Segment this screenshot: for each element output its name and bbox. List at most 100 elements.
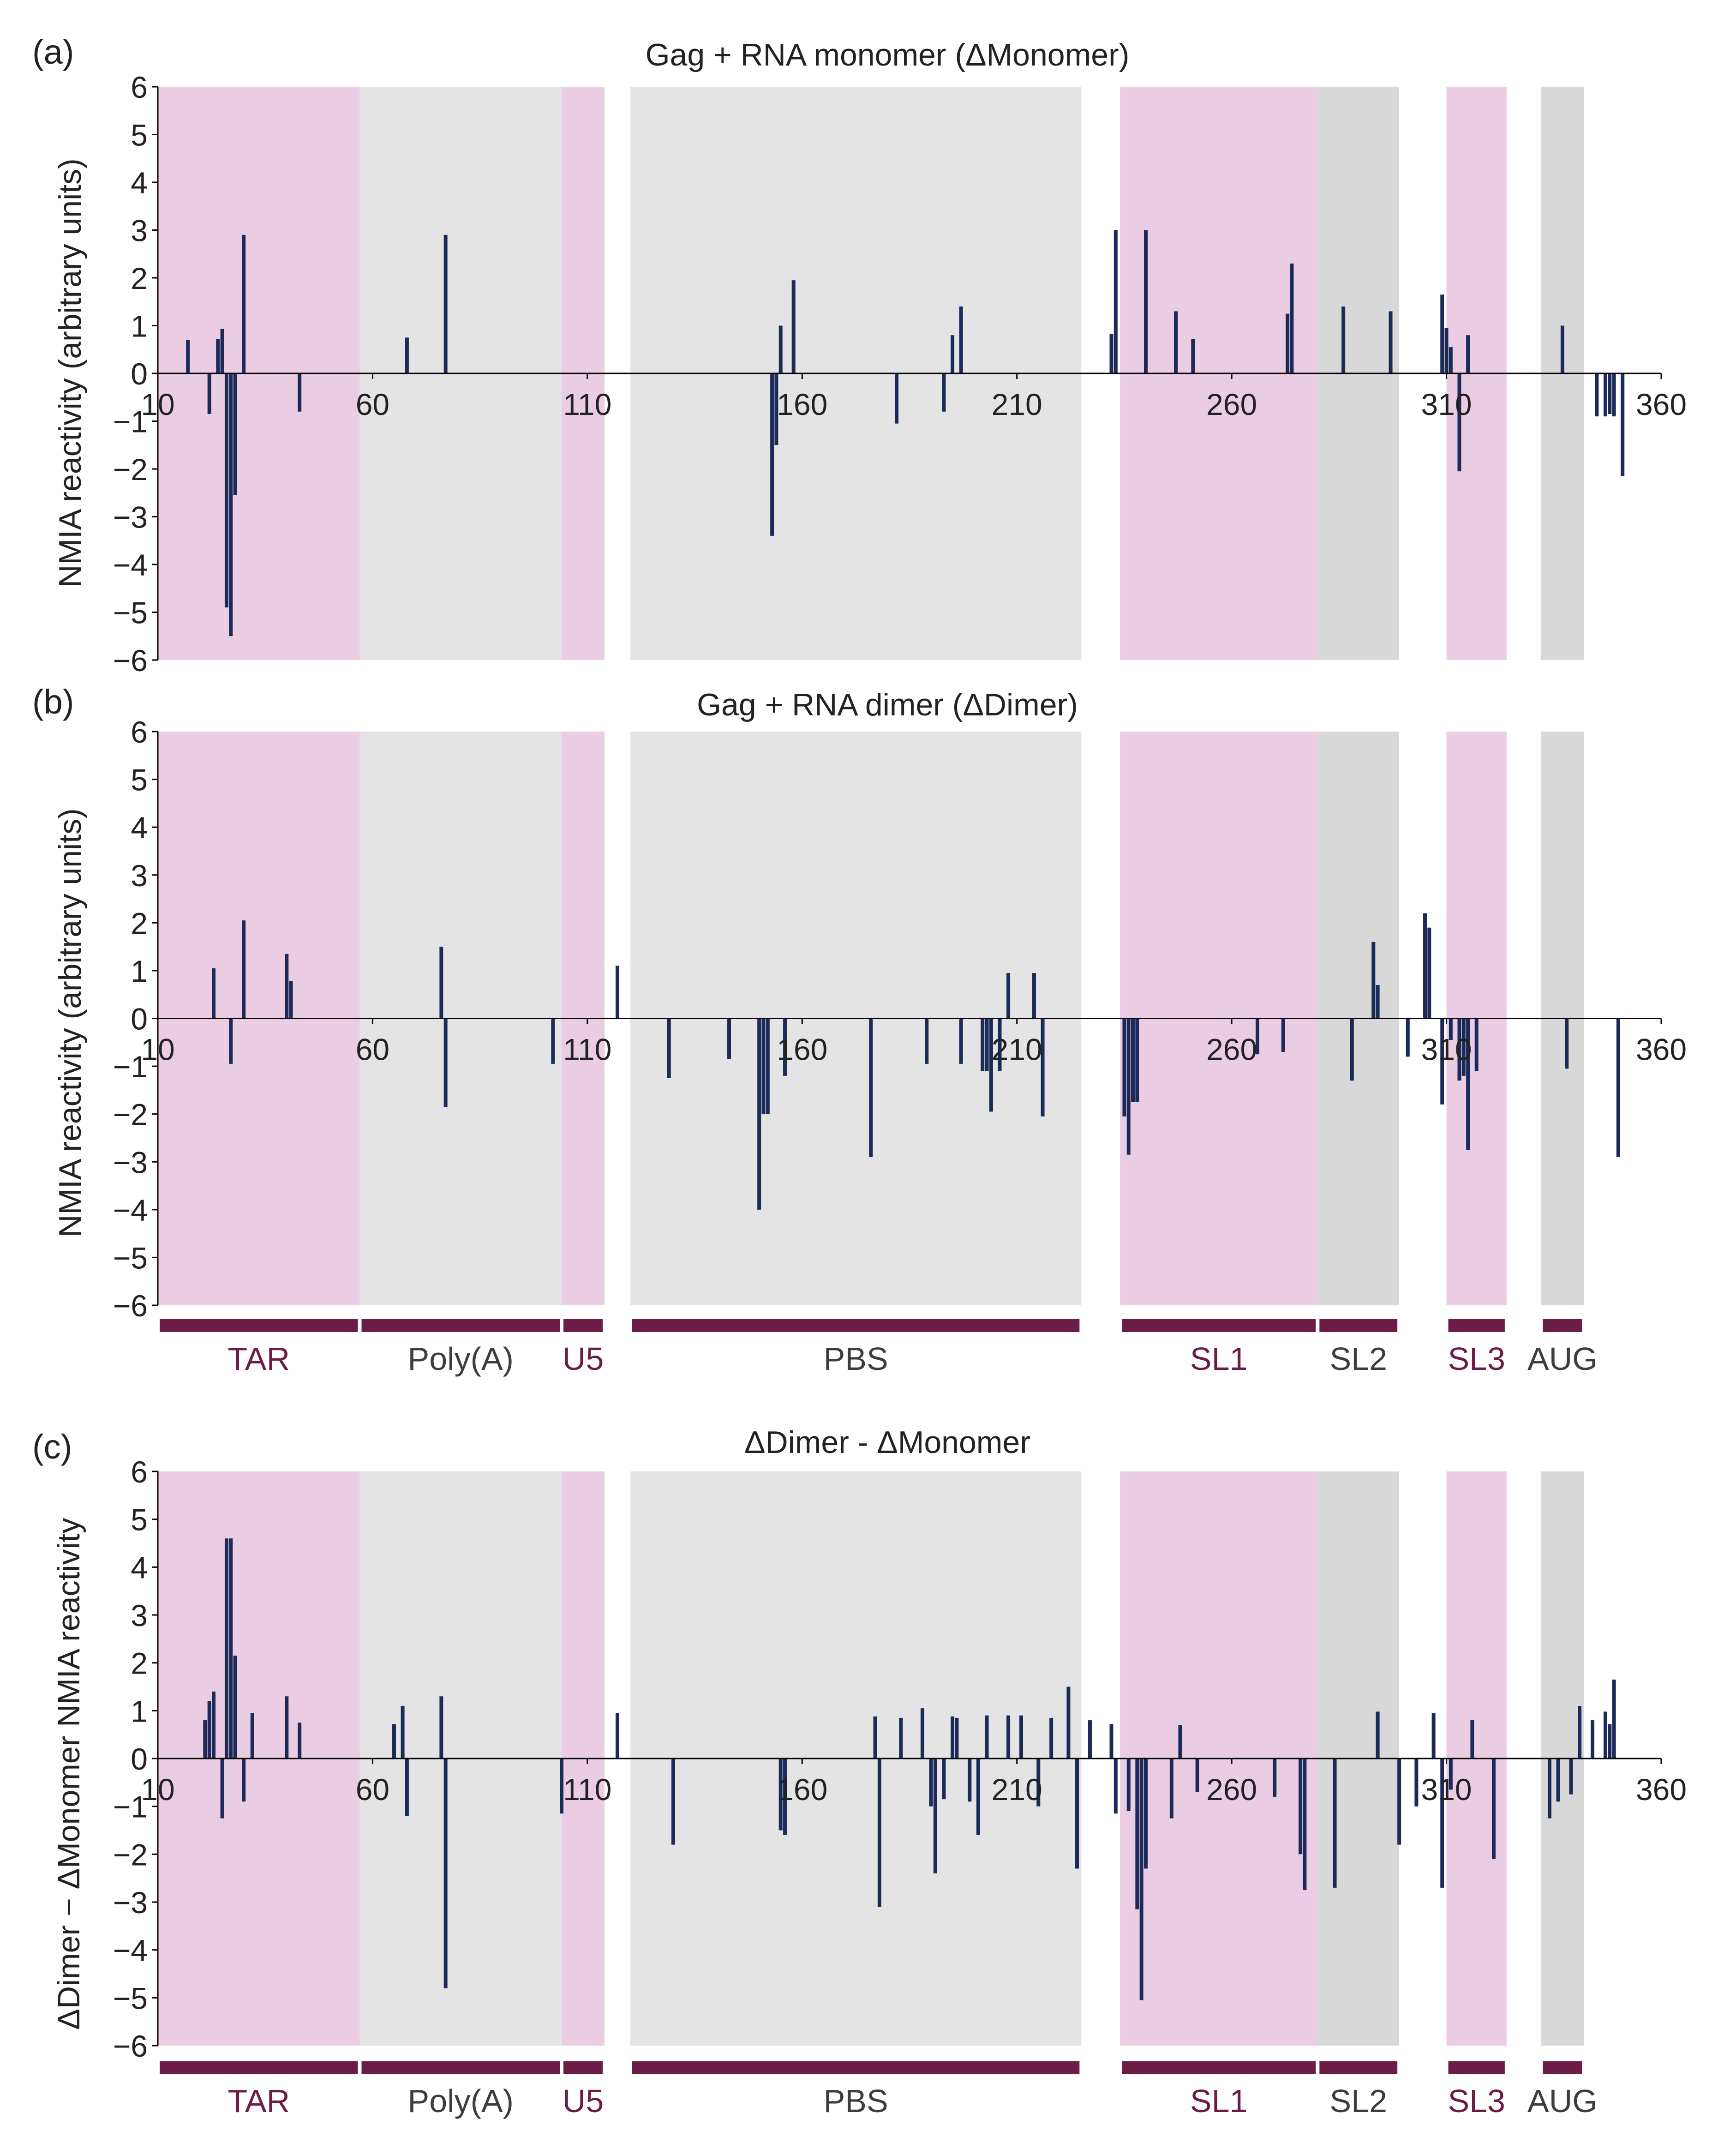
y-tick-label: 4 bbox=[131, 166, 148, 200]
panel-b-bars bbox=[212, 913, 1620, 1210]
data-bar bbox=[1556, 1759, 1560, 1802]
data-bar bbox=[1603, 1711, 1607, 1759]
data-bar bbox=[1560, 325, 1564, 373]
data-bar bbox=[186, 340, 190, 373]
panel-a-label: (a) bbox=[32, 33, 74, 71]
y-tick-label: −5 bbox=[113, 1981, 148, 2015]
y-tick-label: 3 bbox=[131, 214, 148, 248]
data-bar bbox=[1169, 1759, 1173, 1819]
data-bar bbox=[1466, 1018, 1470, 1150]
data-bar bbox=[233, 373, 237, 495]
y-tick-label: 0 bbox=[131, 1002, 148, 1036]
data-bar bbox=[998, 1018, 1002, 1071]
y-tick-label: 0 bbox=[131, 357, 148, 391]
data-bar bbox=[1299, 1759, 1303, 1855]
y-tick-label: 3 bbox=[131, 858, 148, 893]
y-tick-label: 5 bbox=[131, 118, 148, 152]
data-bar bbox=[551, 1018, 555, 1064]
x-tick-label: 60 bbox=[356, 1032, 389, 1067]
y-tick-label: 5 bbox=[131, 763, 148, 797]
data-bar bbox=[1122, 1018, 1126, 1117]
data-bar bbox=[976, 1759, 980, 1835]
data-bar bbox=[1565, 1018, 1569, 1069]
data-bar bbox=[1621, 373, 1625, 476]
data-bar bbox=[1109, 334, 1113, 373]
data-bar bbox=[242, 920, 246, 1019]
data-bar bbox=[951, 335, 955, 373]
y-tick-label: 5 bbox=[131, 1503, 148, 1537]
panel-a-title: Gag + RNA monomer (ΔMonomer) bbox=[646, 37, 1130, 72]
y-tick-label: −6 bbox=[113, 643, 148, 678]
data-bar bbox=[959, 306, 963, 373]
region-bar-pbs bbox=[632, 1319, 1080, 1332]
data-bar bbox=[955, 1717, 959, 1759]
data-bar bbox=[989, 1018, 993, 1112]
data-bar bbox=[220, 1759, 224, 1819]
panel-c-region-bars: TAR Poly(A) U5 PBS SL1 SL2 SL3 AUG bbox=[160, 2061, 1598, 2119]
data-bar bbox=[229, 373, 233, 636]
x-tick-label: 10 bbox=[141, 387, 174, 421]
data-bar bbox=[1414, 1759, 1419, 1807]
data-bar bbox=[1032, 973, 1036, 1019]
data-bar bbox=[1440, 1018, 1444, 1105]
x-tick-label: 110 bbox=[563, 1032, 611, 1067]
data-bar bbox=[1290, 263, 1294, 373]
data-bar bbox=[401, 1705, 405, 1759]
data-bar bbox=[1371, 942, 1376, 1019]
data-bar bbox=[869, 1018, 873, 1157]
x-tick-label: 310 bbox=[1421, 1032, 1472, 1067]
x-tick-label: 210 bbox=[992, 1032, 1042, 1067]
data-bar bbox=[242, 234, 246, 373]
data-bar bbox=[1569, 1759, 1573, 1795]
y-tick-label: −5 bbox=[113, 596, 148, 630]
data-bar bbox=[1608, 373, 1612, 414]
data-bar bbox=[1109, 1724, 1113, 1759]
panel-c-y-axis-label: ΔDimer − ΔMonomer NMIA reactivity bbox=[51, 1518, 86, 2029]
data-bar bbox=[1457, 373, 1461, 472]
y-tick-label: 1 bbox=[131, 954, 148, 988]
data-bar bbox=[951, 1716, 955, 1759]
region-bar-polya bbox=[361, 2061, 560, 2074]
data-bar bbox=[671, 1759, 676, 1845]
region-bar-u5 bbox=[563, 2061, 603, 2074]
data-bar bbox=[1470, 1720, 1474, 1759]
data-bar bbox=[1457, 1018, 1461, 1081]
data-bar bbox=[405, 337, 409, 373]
data-bar bbox=[1449, 1018, 1453, 1040]
data-bar bbox=[1088, 1720, 1092, 1759]
data-bar bbox=[1440, 294, 1444, 373]
data-bar bbox=[1135, 1759, 1139, 1909]
data-bar bbox=[899, 1717, 903, 1759]
data-bar bbox=[443, 1018, 448, 1107]
data-bar bbox=[212, 968, 216, 1019]
y-tick-label: 4 bbox=[131, 1550, 148, 1585]
y-tick-label: −4 bbox=[113, 548, 148, 582]
data-bar bbox=[1195, 1759, 1199, 1792]
data-bar bbox=[1019, 1715, 1024, 1759]
data-bar bbox=[1139, 1759, 1143, 2000]
region-label-sl2: SL2 bbox=[1329, 2083, 1387, 2119]
data-bar bbox=[1608, 1724, 1612, 1759]
data-bar bbox=[1449, 347, 1453, 373]
data-bar bbox=[1612, 373, 1616, 417]
data-bar bbox=[616, 1713, 620, 1759]
data-bar bbox=[1006, 1715, 1011, 1759]
data-bar bbox=[1444, 328, 1449, 373]
data-bar bbox=[1273, 1759, 1277, 1797]
data-bar bbox=[439, 947, 443, 1019]
data-bar bbox=[1547, 1759, 1551, 1819]
region-label-pbs: PBS bbox=[824, 2083, 888, 2119]
y-tick-label: 2 bbox=[131, 261, 148, 295]
region-label-tar: TAR bbox=[227, 2083, 290, 2119]
data-bar bbox=[1350, 1018, 1354, 1081]
y-tick-label: 6 bbox=[131, 715, 148, 749]
data-bar bbox=[229, 1018, 233, 1064]
data-bar bbox=[1341, 306, 1346, 373]
data-bar bbox=[1431, 1713, 1436, 1759]
region-bar-sl2 bbox=[1319, 1319, 1398, 1332]
x-tick-label: 60 bbox=[356, 387, 389, 421]
data-bar bbox=[1616, 1018, 1620, 1157]
data-bar bbox=[1603, 373, 1607, 417]
y-tick-label: −3 bbox=[113, 1145, 148, 1179]
